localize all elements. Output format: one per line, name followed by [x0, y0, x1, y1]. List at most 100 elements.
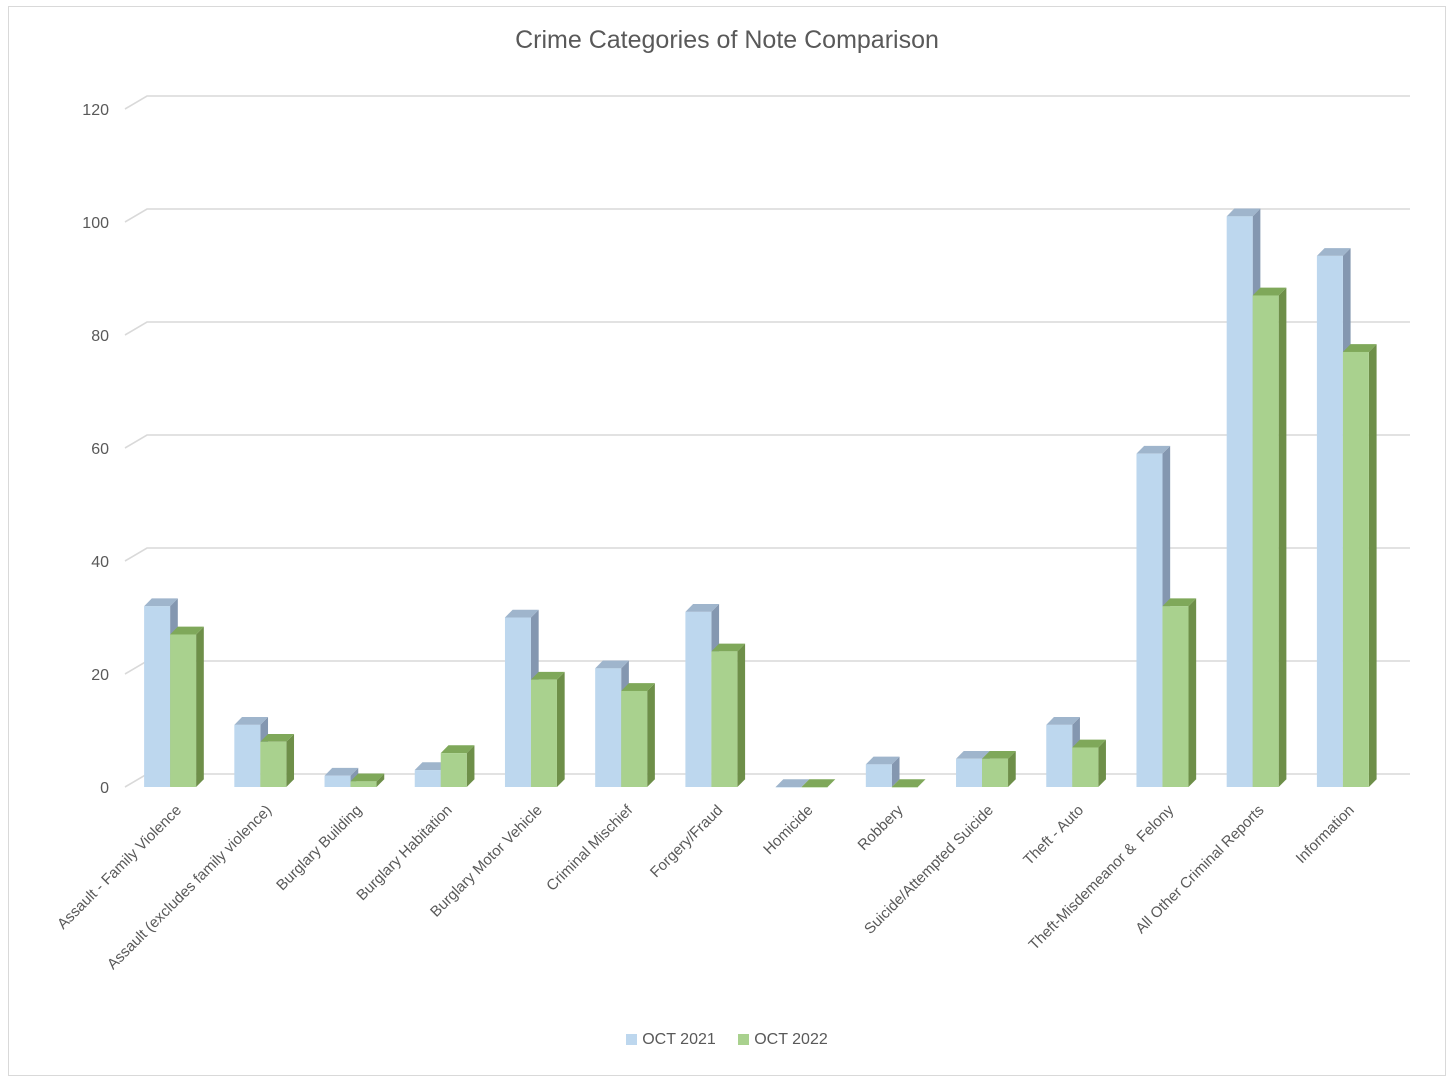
- chart-plot-area: 0 20 40 60 80 100 120 Assault - Family Violenc…: [54, 95, 1410, 973]
- bar-burglary-habitation-oct-2022-side: [466, 745, 475, 787]
- legend-label-oct-2021: OCT 2021: [642, 1031, 716, 1048]
- bar-forgery-fraud-oct-2022-front: [711, 651, 738, 787]
- chart-title: Crime Categories of Note Comparison: [515, 26, 939, 54]
- bar-assault-excludes-family-violence-oct-2022-top: [260, 734, 295, 742]
- bar-assault-excludes-family-violence-oct-2021-top: [234, 717, 269, 725]
- bar-criminal-mischief-oct-2022-front: [621, 690, 648, 787]
- bar-burglary-habitation-oct-2022-front: [440, 753, 467, 787]
- bar-assault-excludes-family-violence-oct-2022: [260, 734, 295, 787]
- bar-information-oct-2021-front: [1316, 255, 1343, 787]
- bar-forgery-fraud-oct-2021-front: [685, 611, 712, 787]
- legend-label-oct-2022: OCT 2022: [754, 1031, 828, 1048]
- y-axis-ticks: 0 20 40 60 80 100 120: [82, 102, 109, 797]
- bar-all-other-criminal-reports-oct-2022-front: [1252, 295, 1279, 787]
- gridline-100: [124, 208, 1410, 223]
- chart-frame: [8, 6, 1446, 1076]
- bar-suicide-attempted-suicide-oct-2022: [982, 750, 1016, 787]
- bar-forgery-fraud-oct-2022-side: [737, 643, 746, 787]
- legend-swatch-oct-2021: [626, 1034, 638, 1045]
- gridline-80: [124, 321, 1410, 336]
- legend: OCT 2021 OCT 2022: [0, 1031, 1454, 1049]
- bar-all-other-criminal-reports-oct-2021-front: [1226, 216, 1253, 788]
- bar-theft-misdemeanor-felony-oct-2022-front: [1162, 606, 1189, 787]
- x-tick-label-homicide: Homicide: [760, 802, 816, 858]
- bar-theft-misdemeanor-felony-oct-2021-front: [1136, 453, 1163, 787]
- y-tick-label-40: 40: [91, 554, 109, 571]
- bar-theft-auto-oct-2022-side: [1098, 739, 1106, 787]
- bar-assault-family-violence-oct-2022: [170, 626, 204, 787]
- bar-robbery-oct-2022: [891, 779, 926, 788]
- bar-burglary-motor-vehicle-oct-2021-top: [504, 609, 539, 618]
- bar-all-other-criminal-reports-oct-2022-side: [1278, 287, 1287, 787]
- bar-forgery-fraud-oct-2022-top: [711, 643, 746, 652]
- bar-criminal-mischief-oct-2021-top: [595, 660, 629, 669]
- x-tick-label-assault-excludes-family-violence: Assault (excludes family violence): [104, 802, 275, 973]
- bar-burglary-motor-vehicle-oct-2022: [530, 671, 565, 787]
- gridlines: [124, 95, 1410, 788]
- bar-theft-misdemeanor-felony-oct-2022: [1162, 598, 1197, 787]
- bar-theft-auto-oct-2022-front: [1072, 747, 1099, 787]
- bar-burglary-habitation-oct-2022: [440, 745, 475, 787]
- bar-information-oct-2022-side: [1368, 344, 1377, 787]
- bar-assault-family-violence-oct-2022-side: [196, 626, 204, 787]
- gridline-60: [124, 434, 1410, 449]
- bar-burglary-building-oct-2021-top: [324, 767, 359, 776]
- bar-burglary-building-oct-2022-top: [350, 773, 385, 782]
- bar-information-oct-2022-top: [1342, 344, 1377, 352]
- bar-burglary-motor-vehicle-oct-2022-side: [556, 671, 565, 787]
- bar-all-other-criminal-reports-oct-2022-top: [1252, 287, 1287, 296]
- x-tick-label-burglary-habitation: Burglary Habitation: [353, 802, 455, 904]
- bar-criminal-mischief-oct-2022: [621, 683, 655, 787]
- bar-theft-misdemeanor-felony-oct-2021-top: [1136, 445, 1171, 454]
- bar-criminal-mischief-oct-2022-top: [621, 683, 655, 691]
- bar-robbery-oct-2021-side: [891, 756, 900, 787]
- bar-suicide-attempted-suicide-oct-2022-top: [982, 750, 1016, 759]
- bar-all-other-criminal-reports-oct-2021-top: [1226, 208, 1261, 217]
- bar-suicide-attempted-suicide-oct-2021-front: [956, 758, 983, 787]
- bar-theft-auto-oct-2022-top: [1072, 739, 1106, 748]
- bar-burglary-habitation-oct-2021-top: [414, 762, 449, 771]
- bar-assault-family-violence-oct-2021-front: [144, 606, 171, 787]
- bar-burglary-motor-vehicle-oct-2022-top: [530, 671, 565, 680]
- bar-information-oct-2021-top: [1316, 248, 1351, 256]
- x-tick-label-criminal-mischief: Criminal Mischief: [543, 801, 636, 894]
- legend-entry-oct-2021: OCT 2021: [626, 1031, 716, 1049]
- bar-suicide-attempted-suicide-oct-2022-side: [1008, 750, 1016, 787]
- bar-theft-misdemeanor-felony-oct-2022-top: [1162, 598, 1197, 607]
- x-tick-label-robbery: Robbery: [855, 801, 907, 853]
- bar-theft-auto-oct-2021-front: [1046, 724, 1073, 787]
- y-tick-label-100: 100: [82, 215, 109, 232]
- bar-homicide-oct-2022-top: [801, 779, 836, 787]
- gridline-40: [124, 547, 1410, 562]
- bar-robbery-oct-2022-top: [891, 779, 926, 787]
- bar-burglary-building-oct-2022: [350, 773, 385, 787]
- bar-forgery-fraud-oct-2021-top: [685, 604, 720, 612]
- x-tick-label-burglary-building: Burglary Building: [273, 802, 365, 894]
- x-tick-label-forgery-fraud: Forgery/Fraud: [647, 802, 726, 881]
- bar-criminal-mischief-oct-2021-front: [595, 668, 622, 787]
- bar-all-other-criminal-reports-oct-2022: [1252, 287, 1287, 787]
- bar-homicide-oct-2022-front: [801, 787, 828, 788]
- bar-burglary-building-oct-2021-front: [324, 775, 351, 787]
- x-tick-label-theft-misdemeanor-felony: Theft-Misdemeanor & Felony: [1026, 801, 1178, 953]
- bar-forgery-fraud-oct-2022: [711, 643, 746, 787]
- bar-assault-excludes-family-violence-oct-2022-front: [260, 741, 287, 787]
- bar-robbery-oct-2022-front: [891, 787, 918, 788]
- bar-robbery-oct-2021-top: [865, 756, 900, 765]
- bar-robbery-oct-2021: [865, 756, 900, 787]
- bar-homicide-oct-2021-front: [775, 787, 802, 788]
- bar-criminal-mischief-oct-2022-side: [647, 683, 655, 787]
- bars: [144, 208, 1377, 788]
- bar-homicide-oct-2021-top: [775, 779, 810, 787]
- gridline-0: [124, 773, 1410, 788]
- bar-burglary-habitation-oct-2021-front: [414, 770, 441, 787]
- bar-burglary-habitation-oct-2022-top: [440, 745, 475, 754]
- gridline-120: [124, 95, 1410, 110]
- x-tick-label-information: Information: [1293, 802, 1358, 867]
- bar-homicide-oct-2022: [801, 779, 836, 788]
- y-tick-label-120: 120: [82, 102, 109, 119]
- bar-assault-family-violence-oct-2021-top: [144, 598, 178, 607]
- y-tick-label-20: 20: [91, 667, 109, 684]
- y-tick-label-0: 0: [100, 780, 109, 797]
- y-tick-label-60: 60: [91, 441, 109, 458]
